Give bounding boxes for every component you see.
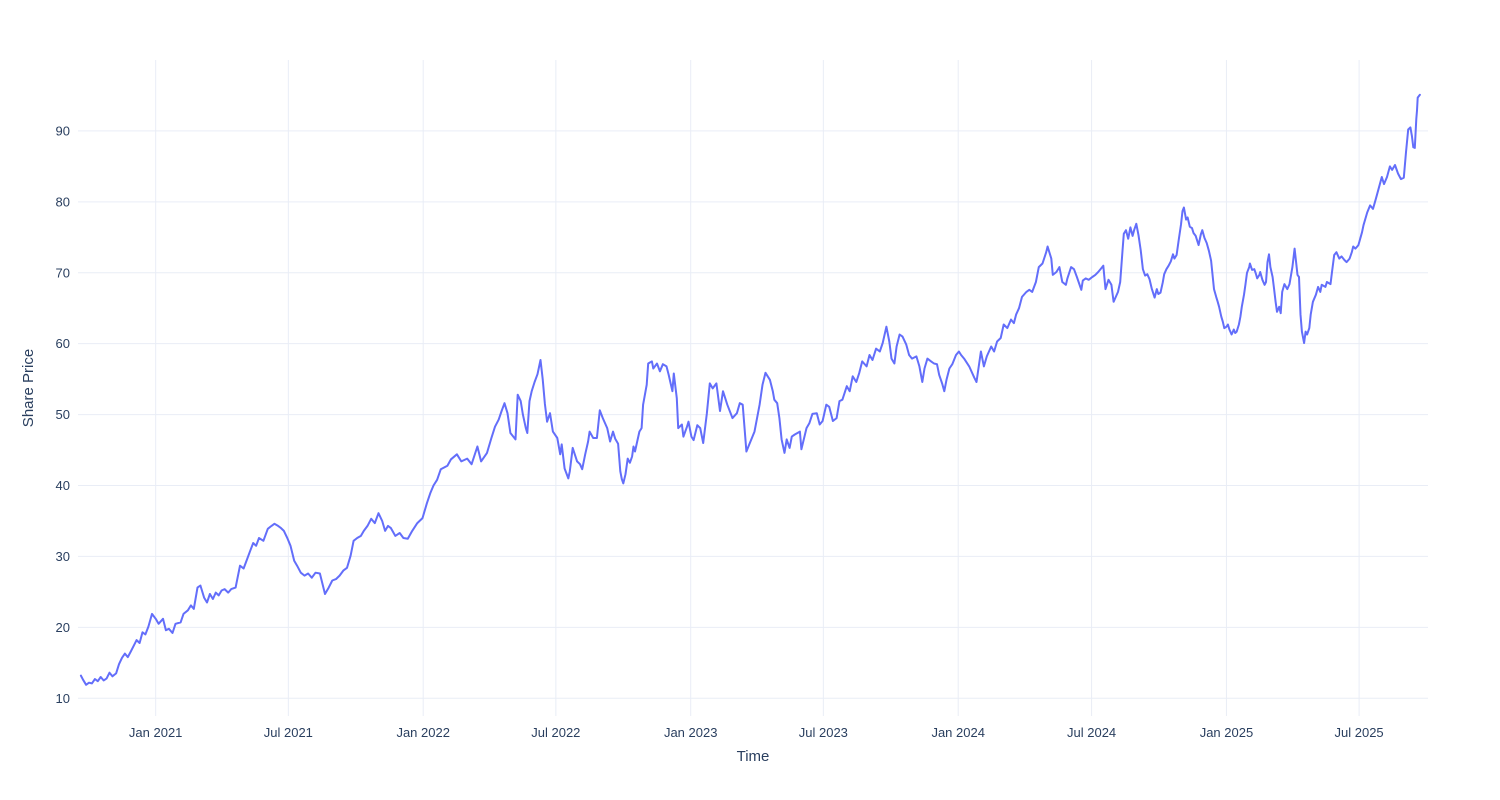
y-tick-label: 10 (56, 691, 70, 706)
x-tick-label: Jul 2025 (1335, 725, 1384, 740)
x-tick-label: Jul 2024 (1067, 725, 1116, 740)
x-tick-label: Jan 2023 (664, 725, 718, 740)
gridlines (78, 60, 1428, 716)
y-tick-label: 80 (56, 194, 70, 209)
x-tick-label: Jul 2022 (531, 725, 580, 740)
y-axis-title: Share Price (20, 349, 37, 427)
y-tick-label: 70 (56, 265, 70, 280)
x-tick-label: Jul 2021 (264, 725, 313, 740)
price-series[interactable] (79, 93, 1421, 686)
x-tick-label: Jan 2025 (1200, 725, 1254, 740)
x-tick-label: Jul 2023 (799, 725, 848, 740)
x-axis-title: Time (737, 748, 770, 765)
y-tick-label: 40 (56, 478, 70, 493)
price-line[interactable] (79, 93, 1421, 686)
y-tick-label: 20 (56, 620, 70, 635)
y-tick-label: 50 (56, 407, 70, 422)
x-tick-label: Jan 2022 (396, 725, 450, 740)
y-tick-label: 90 (56, 123, 70, 138)
y-tick-label: 30 (56, 549, 70, 564)
y-tick-label: 60 (56, 336, 70, 351)
plot-area[interactable] (78, 60, 1428, 716)
x-tick-label: Jan 2024 (931, 725, 985, 740)
axis-tick-labels: 10 20 30 40 50 60 70 80 90 Jan 2021 Jul 2021 Jan 20… (56, 123, 1384, 740)
x-tick-label: Jan 2021 (129, 725, 183, 740)
